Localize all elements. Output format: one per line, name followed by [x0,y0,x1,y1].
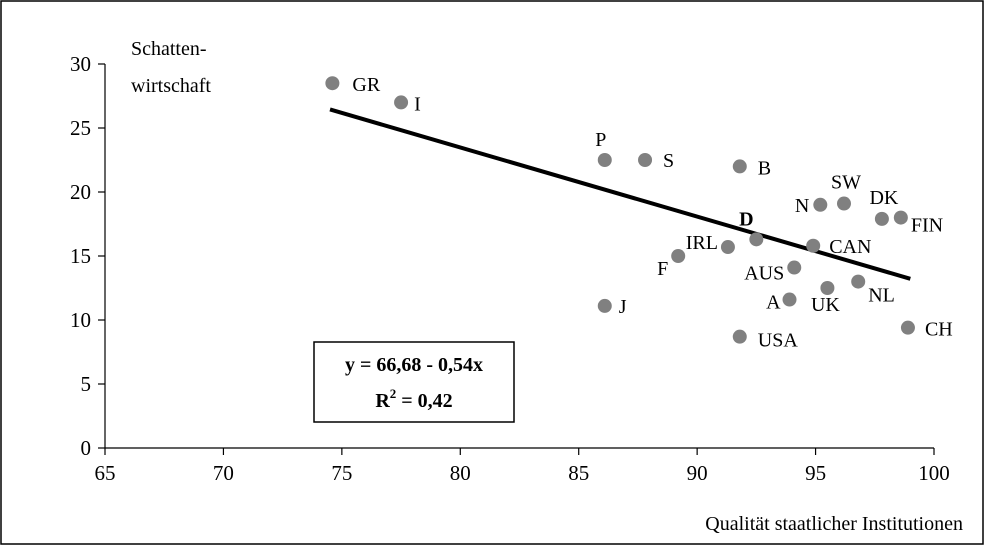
y-axis-label-line1: Schatten- [131,38,207,60]
point-label-usa: USA [758,330,799,352]
y-tick-label: 5 [81,372,92,396]
x-axis-label: Qualität staatlicher Institutionen [705,513,963,535]
point-label-b: B [758,157,771,179]
r-squared-sup: 2 [390,386,397,401]
point-label-irl: IRL [686,232,718,254]
point-label-p: P [595,129,606,151]
y-tick-label: 20 [70,180,91,204]
point-label-uk: UK [811,294,840,316]
point-label-fin: FIN [911,215,943,237]
equation-box: y = 66,68 - 0,54x R2 = 0,42 [313,341,515,423]
point-i [394,95,409,110]
x-tick-label: 100 [918,461,950,485]
y-tick-label: 0 [81,436,92,460]
y-tick-label: 30 [70,52,91,76]
y-tick-label: 10 [70,308,91,332]
point-nl [851,274,866,289]
point-label-can: CAN [829,236,871,258]
point-uk [820,281,835,295]
point-sw [836,196,851,211]
point-d [749,232,764,247]
point-gr [325,76,340,91]
point-label-a: A [766,292,781,314]
point-ch [900,320,915,335]
point-n [813,197,828,212]
point-fin [893,210,908,225]
x-tick-label: 90 [687,461,708,485]
r-squared-suffix: = 0,42 [396,390,452,412]
point-b [732,159,747,174]
point-labels-group: GR I P S B SW N DK FIN D IRL CAN F AUS NL UK A J CH USA [352,74,952,351]
point-label-gr: GR [352,74,380,96]
point-label-i: I [414,93,421,115]
points-group [325,76,915,344]
point-label-s: S [663,150,674,172]
point-f [671,249,686,263]
x-tick-label: 70 [213,461,234,485]
point-label-sw: SW [831,172,861,194]
point-aus [787,260,802,275]
x-tick-label: 65 [95,461,116,485]
point-irl [720,240,735,255]
point-p [597,153,612,167]
point-label-ch: CH [925,319,953,341]
point-label-n: N [795,195,809,217]
point-label-dk: DK [869,187,898,209]
x-tick-label: 75 [331,461,352,485]
point-label-aus: AUS [744,263,784,285]
y-tick-label: 15 [70,244,91,268]
point-label-d: D [739,208,753,230]
point-j [597,298,612,313]
r-squared-line: R2 = 0,42 [375,386,452,412]
x-tick-label: 80 [450,461,471,485]
y-axis-label-line2: wirtschaft [131,75,211,97]
y-tick-label: 25 [70,116,91,140]
axes: 0 5 10 15 20 25 30 65 70 75 80 85 90 95 100 [70,52,950,485]
point-dk [874,211,889,226]
r-squared-prefix: R [375,390,390,412]
point-label-nl: NL [868,285,895,307]
point-label-f: F [657,258,668,280]
x-tick-label: 95 [805,461,826,485]
point-s [638,153,653,167]
point-usa [732,329,747,344]
x-tick-label: 85 [568,461,589,485]
point-a [782,292,797,307]
point-can [806,238,821,253]
point-label-j: J [619,296,627,318]
equation-line: y = 66,68 - 0,54x [345,354,483,376]
equation-box-frame [313,341,515,423]
